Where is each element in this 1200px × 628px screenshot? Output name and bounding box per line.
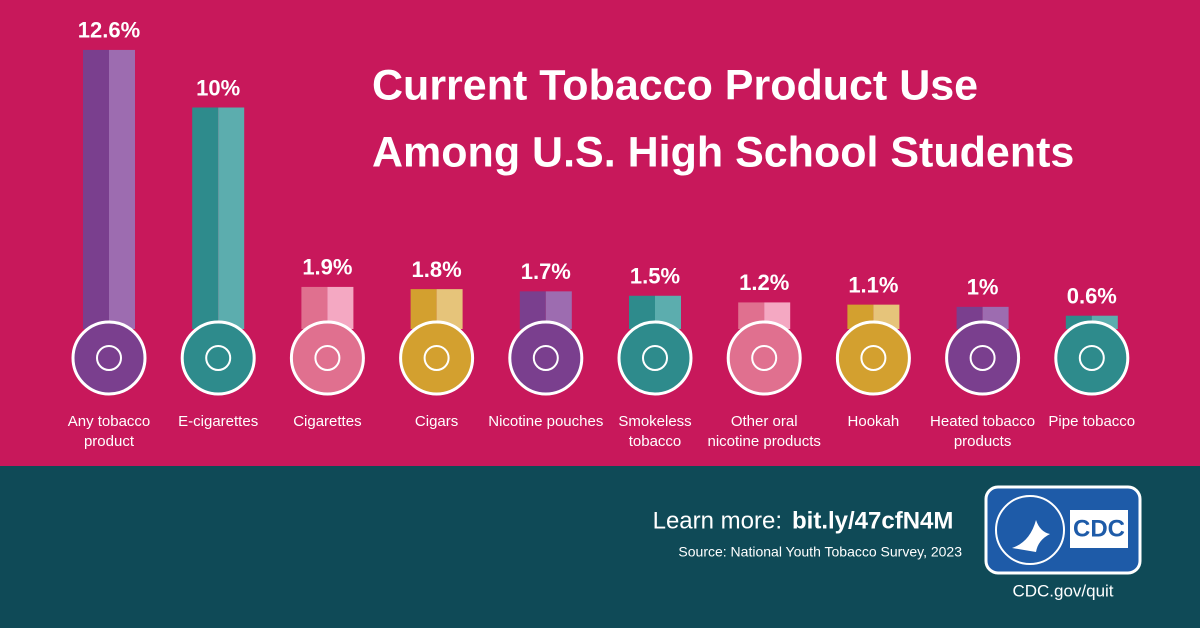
category-label: Other oral nicotine products xyxy=(707,413,821,450)
bar-highlight xyxy=(218,107,245,329)
category-label: Nicotine pouches xyxy=(488,413,604,430)
bar xyxy=(192,107,219,329)
category-label: Cigarettes xyxy=(293,413,362,430)
category-label: Smokeless tobacco xyxy=(618,413,692,450)
icon-glyph xyxy=(969,345,996,371)
logo-eagle xyxy=(1012,520,1050,552)
chart-title: Among U.S. High School Students xyxy=(372,128,1074,176)
icon-circle xyxy=(508,320,584,396)
value-label: 1.2% xyxy=(739,270,789,295)
value-label: 1.5% xyxy=(630,264,680,289)
source: Source: National Youth Tobacco Survey, 2… xyxy=(678,544,962,560)
icon-glyph xyxy=(532,345,559,371)
icon-circle xyxy=(835,320,911,396)
learn-more-label: Learn more: xyxy=(653,507,782,534)
value-label: 1.7% xyxy=(521,259,571,284)
icon-glyph xyxy=(96,345,122,371)
value-label: 1.1% xyxy=(848,272,898,297)
value-label: 0.6% xyxy=(1067,284,1117,309)
value-label: 12.6% xyxy=(78,18,140,43)
link[interactable]: bit.ly/47cfN4M xyxy=(792,507,953,534)
site[interactable]: CDC.gov/quit xyxy=(1012,581,1113,600)
value-label: 10% xyxy=(196,75,240,100)
icon-glyph xyxy=(642,345,668,371)
category-label: Hookah xyxy=(847,413,900,430)
value-label: 1.8% xyxy=(412,257,462,282)
icon-glyph xyxy=(1078,345,1105,371)
icon-glyph xyxy=(860,345,887,371)
icon-circle xyxy=(180,320,256,396)
logo-text: CDC xyxy=(1073,515,1125,542)
category-label: Pipe tobacco xyxy=(1048,413,1136,430)
category-label: E-cigarettes xyxy=(178,413,259,430)
icon-circle xyxy=(1054,320,1130,396)
logo-seal xyxy=(995,495,1065,565)
bar-highlight xyxy=(109,49,135,329)
icon-circle xyxy=(289,320,365,396)
icon-circle xyxy=(945,320,1021,396)
value-label: 1.9% xyxy=(302,255,352,280)
value-label: 1% xyxy=(967,275,999,300)
icon-glyph xyxy=(423,345,450,371)
icon-circle xyxy=(399,320,475,396)
bar xyxy=(83,49,109,329)
category-label: Heated tobacco products xyxy=(930,413,1036,450)
icon-circle xyxy=(71,320,147,396)
logo-cdc-box xyxy=(1070,510,1128,548)
chart-title: Current Tobacco Product Use xyxy=(372,61,978,109)
icon-glyph xyxy=(314,345,341,371)
icon-glyph xyxy=(205,345,232,371)
icon-circle xyxy=(726,320,802,396)
icon-circle xyxy=(617,320,693,396)
icon-glyph xyxy=(751,345,778,371)
category-label: Cigars xyxy=(414,413,459,430)
category-label: Any tobacco product xyxy=(67,413,151,450)
